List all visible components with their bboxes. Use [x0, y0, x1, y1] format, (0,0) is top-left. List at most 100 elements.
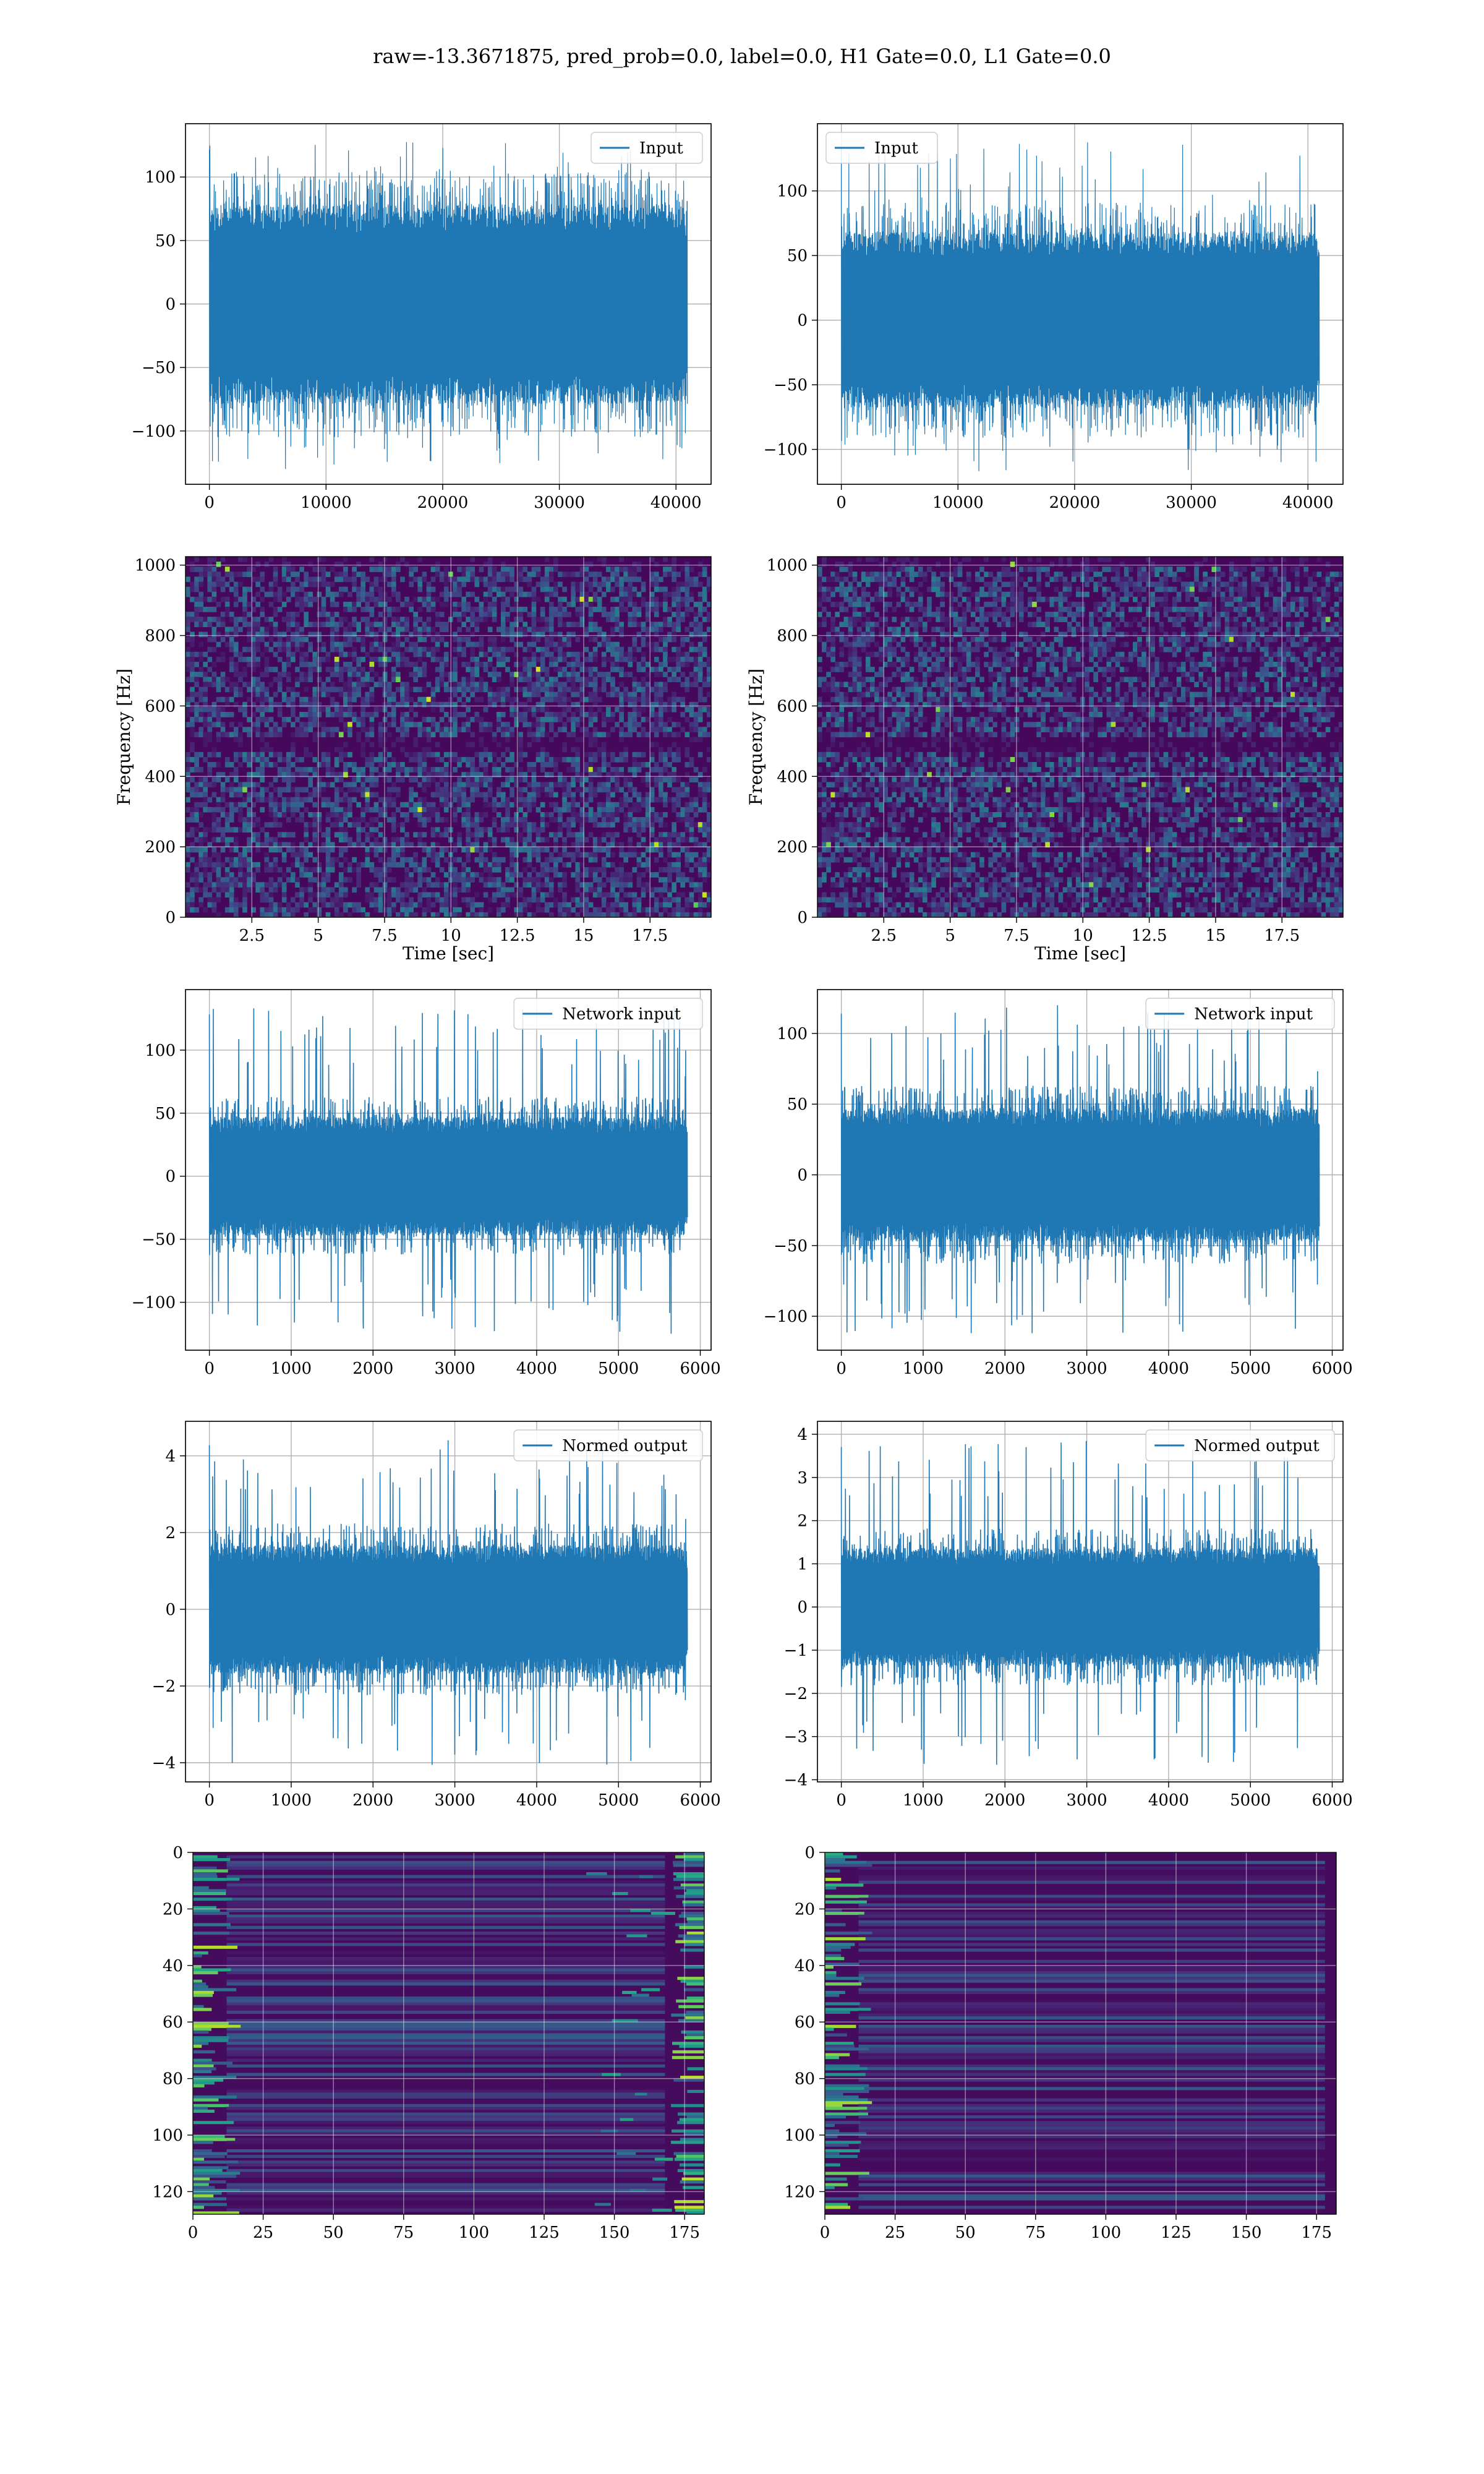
l1-embedding-panel: 0 25 50 75 100 125 150 175 0 20 40 60 80 100 120: [784, 1844, 1337, 2242]
y-tick-label: 1000: [135, 557, 176, 575]
x-tick-label: 3000: [1066, 1791, 1107, 1810]
y-tick-label: 20: [795, 1900, 815, 1919]
x-tick-label: 17.5: [632, 927, 668, 945]
x-tick-label: 6000: [1311, 1359, 1352, 1378]
y-tick-label: 0: [797, 909, 808, 927]
y-tick-label: 80: [795, 2070, 815, 2089]
y-tick-label: 0: [804, 1844, 815, 1862]
y-axis-label: Frequency [Hz]: [114, 669, 134, 805]
y-tick-label: 40: [795, 1957, 815, 1975]
x-tick-label: 17.5: [1264, 927, 1300, 945]
heatmap-cells: [186, 557, 712, 918]
x-tick-label: 20000: [417, 494, 469, 512]
legend-box: [1145, 998, 1335, 1030]
y-tick-label: 100: [784, 2126, 815, 2145]
x-tick-label: 15: [573, 927, 594, 945]
legend: Network input: [1145, 998, 1335, 1030]
y-tick-label: 4: [797, 1426, 808, 1444]
x-tick-label: 10000: [932, 494, 984, 512]
x-tick-label: 25: [885, 2224, 905, 2242]
h1-embedding-panel: 0 25 50 75 100 125 150 175 0 20 40 60 80 100 120: [152, 1844, 705, 2242]
legend: Input: [825, 132, 938, 164]
x-tick-label: 2.5: [871, 927, 897, 945]
x-axis-label: Time [sec]: [1034, 943, 1126, 964]
y-tick-label: 200: [777, 838, 808, 857]
y-tick-label: −1: [784, 1641, 808, 1660]
y-tick-label: −2: [152, 1677, 176, 1696]
y-tick-label: −50: [142, 359, 176, 377]
y-tick-label: 0: [797, 1166, 808, 1185]
x-axis-label: Time [sec]: [403, 943, 494, 964]
legend: Normed output: [1145, 1429, 1335, 1462]
x-tick-label: 1000: [903, 1359, 944, 1378]
y-tick-label: −50: [774, 376, 808, 395]
y-tick-label: −100: [132, 1294, 176, 1312]
y-tick-label: 0: [165, 1168, 176, 1186]
y-tick-label: 50: [787, 247, 808, 265]
x-tick-label: 5: [945, 927, 955, 945]
y-tick-label: 20: [163, 1900, 183, 1919]
x-tick-label: 0: [836, 1359, 846, 1378]
x-tick-label: 175: [1301, 2224, 1332, 2242]
x-tick-label: 0: [820, 2224, 830, 2242]
y-tick-label: 100: [145, 1042, 176, 1060]
y-tick-label: 40: [163, 1957, 183, 1975]
x-tick-label: 1000: [271, 1359, 312, 1378]
h1-embedding-frame: [192, 1852, 705, 2215]
x-tick-label: 50: [323, 2224, 344, 2242]
legend-label: Input: [639, 139, 683, 158]
x-tick-label: 0: [188, 2224, 198, 2242]
heatmap-cells: [825, 1852, 1336, 2214]
series-core: [209, 1565, 688, 1654]
l1-input-panel: 0 10000 20000 30000 40000 −100 −50 0 50 100 Input: [764, 123, 1344, 512]
figure-title: raw=-13.3671875, pred_prob=0.0, label=0.…: [373, 45, 1111, 68]
legend-label: Network input: [1194, 1005, 1313, 1024]
l1-normed-output-panel: 0 1000 2000 3000 4000 5000 6000 −4 −3 −2 −1 0 1 2 3 4 No…: [784, 1421, 1353, 1810]
y-tick-label: 0: [797, 312, 808, 330]
x-tick-label: 20000: [1049, 494, 1101, 512]
series-core: [841, 1566, 1320, 1648]
legend-label: Network input: [562, 1005, 681, 1024]
x-tick-label: 10000: [301, 494, 352, 512]
x-tick-label: 30000: [1166, 494, 1217, 512]
y-tick-label: −100: [764, 441, 808, 460]
h1-normed-output-panel: 0 1000 2000 3000 4000 5000 6000 −4 −2 0 2 4 Normed o…: [152, 1421, 721, 1810]
y-tick-label: 120: [152, 2183, 183, 2201]
y-tick-label: −50: [142, 1231, 176, 1249]
x-tick-label: 0: [836, 1791, 846, 1810]
y-tick-label: 60: [795, 2013, 815, 2032]
heatmap-cells: [193, 1852, 704, 2215]
x-tick-label: 7.5: [1004, 927, 1029, 945]
series-core: [209, 235, 688, 373]
x-tick-label: 175: [669, 2224, 700, 2242]
y-tick-label: 800: [777, 627, 808, 646]
y-tick-label: 1000: [767, 557, 808, 575]
y-tick-label: 100: [777, 1025, 808, 1043]
series-core: [841, 259, 1320, 381]
legend-box: [513, 1429, 703, 1462]
x-tick-label: 4000: [1148, 1359, 1189, 1378]
x-tick-label: 5000: [598, 1791, 639, 1810]
y-tick-label: 0: [165, 909, 176, 927]
l1-spectrogram-frame: [817, 556, 1344, 918]
x-tick-label: 30000: [534, 494, 585, 512]
x-tick-label: 6000: [680, 1359, 720, 1378]
y-tick-label: 600: [145, 697, 176, 716]
y-tick-label: 200: [145, 838, 176, 857]
y-tick-label: 4: [165, 1447, 176, 1466]
x-tick-label: 4000: [516, 1791, 557, 1810]
y-tick-label: −2: [784, 1685, 808, 1703]
y-tick-label: 0: [797, 1598, 808, 1617]
y-tick-label: 0: [173, 1844, 183, 1862]
y-tick-label: 50: [155, 232, 176, 250]
x-tick-label: 5: [313, 927, 323, 945]
x-tick-label: 0: [836, 494, 846, 512]
x-tick-label: 25: [253, 2224, 273, 2242]
y-tick-label: −100: [132, 422, 176, 441]
h1-input-panel: 0 10000 20000 30000 40000 −100 −50 0 50 100 Input: [132, 123, 712, 512]
y-axis-label: Frequency [Hz]: [746, 669, 766, 805]
x-tick-label: 2000: [984, 1359, 1025, 1378]
legend-label: Normed output: [562, 1437, 688, 1455]
l1-embedding-frame: [824, 1852, 1337, 2215]
x-tick-label: 2000: [352, 1359, 393, 1378]
